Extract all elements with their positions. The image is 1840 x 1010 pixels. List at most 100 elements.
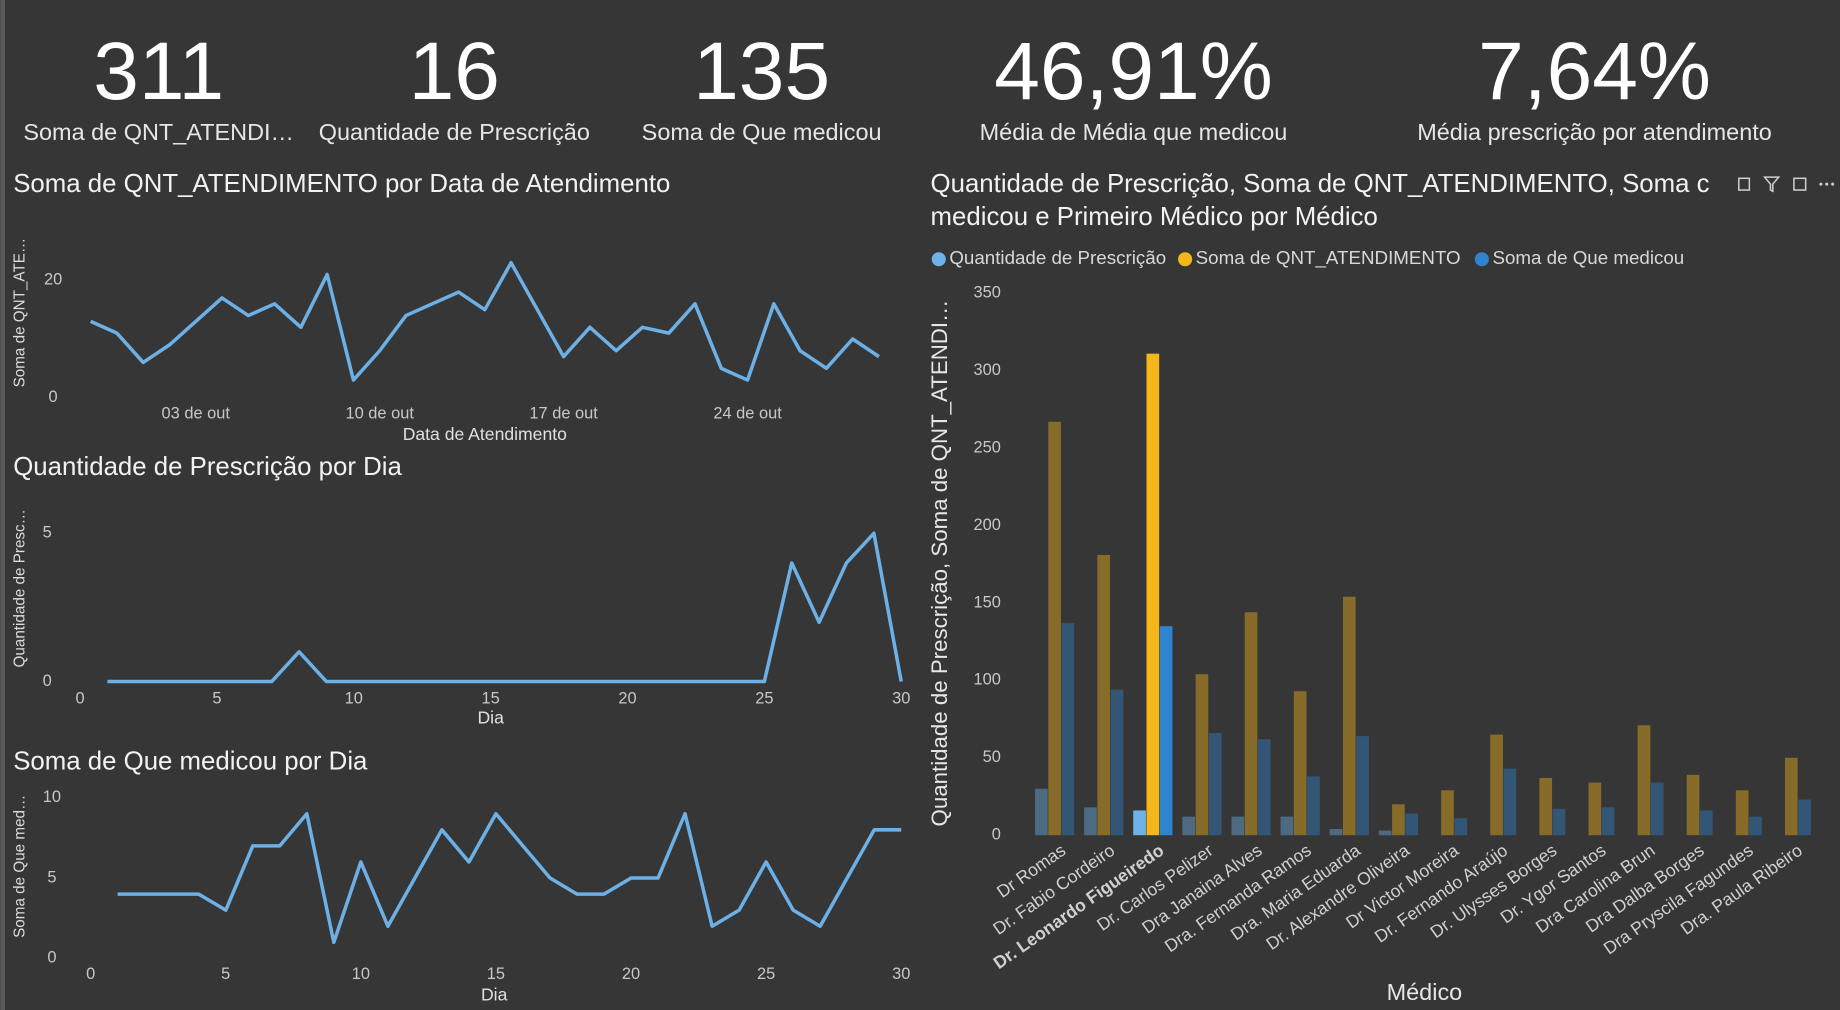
x-tick-label: 5 <box>212 689 221 707</box>
card-value: 46,91% <box>994 26 1272 117</box>
bar <box>1392 804 1405 836</box>
y-tick-label: 50 <box>983 748 1001 766</box>
x-tick-label: 5 <box>221 965 230 983</box>
bar <box>1159 626 1173 836</box>
bar <box>1454 818 1468 836</box>
y-axis-title: Quantidade de Prescrição, Soma de QNT_AT… <box>927 300 952 827</box>
card-label: Soma de QNT_ATENDI… <box>23 119 294 145</box>
legend-label: Soma de QNT_ATENDIMENTO <box>1196 247 1461 269</box>
card-value: 16 <box>409 26 500 117</box>
y-axis-title: Soma de Que med… <box>11 795 28 938</box>
x-tick-label: 17 de out <box>529 404 598 422</box>
left-edge <box>0 0 6 1010</box>
bar <box>1035 788 1048 836</box>
legend-swatch <box>1178 252 1193 267</box>
bar <box>1405 813 1418 836</box>
bar <box>1244 612 1258 836</box>
data-line <box>89 261 880 382</box>
x-axis-title: Dia <box>477 708 504 728</box>
bar <box>1441 790 1454 836</box>
bar <box>1097 554 1111 836</box>
x-tick-label: 0 <box>86 965 95 983</box>
data-line <box>117 811 902 945</box>
y-tick-label: 20 <box>44 271 62 289</box>
chart-title: Quantidade de Prescrição, Soma de QNT_AT… <box>931 170 1710 198</box>
bar <box>1061 623 1075 836</box>
y-tick-label: 5 <box>47 868 56 886</box>
bar <box>1798 799 1811 836</box>
bar <box>1293 691 1307 836</box>
focus-icon[interactable] <box>1793 177 1807 191</box>
y-tick-label: 5 <box>43 524 52 542</box>
bar <box>1784 757 1798 836</box>
bar <box>1637 725 1651 836</box>
bar <box>1182 816 1196 836</box>
bar <box>1146 353 1160 836</box>
bar <box>1231 816 1245 836</box>
bar <box>1588 782 1602 836</box>
y-tick-label: 10 <box>43 788 61 806</box>
data-line <box>107 531 903 684</box>
bar <box>1208 733 1222 836</box>
bar <box>1048 421 1061 836</box>
legend-swatch <box>931 252 946 267</box>
x-axis-title: Dia <box>481 985 508 1005</box>
y-axis-title: Soma de QNT_ATE… <box>11 238 28 388</box>
card-label: Soma de Que medicou <box>642 119 882 145</box>
bar <box>1280 816 1294 836</box>
x-tick-label: 30 <box>892 965 910 983</box>
chart-title: Quantidade de Prescrição por Dia <box>13 453 402 481</box>
card-value: 135 <box>693 26 830 117</box>
x-tick-label: 20 <box>618 689 636 707</box>
bar <box>1552 808 1566 836</box>
bar <box>1378 830 1392 836</box>
bar <box>1195 674 1209 836</box>
bar <box>1686 774 1700 836</box>
y-tick-label: 150 <box>974 593 1001 611</box>
copy-icon[interactable] <box>1738 177 1751 191</box>
y-tick-label: 250 <box>974 438 1001 456</box>
chart-title: Soma de QNT_ATENDIMENTO por Data de Aten… <box>13 170 670 198</box>
bar <box>1257 739 1271 836</box>
bar <box>1749 816 1762 836</box>
more-icon[interactable] <box>1819 182 1835 186</box>
x-tick-label: 03 de out <box>162 404 231 422</box>
bar <box>1539 777 1553 836</box>
visual-icons[interactable] <box>1738 176 1835 193</box>
card-label: Quantidade de Prescrição <box>319 119 590 145</box>
legend-swatch <box>1474 252 1489 267</box>
y-tick-label: 0 <box>49 388 58 406</box>
bar <box>1503 768 1517 836</box>
chart-title: medicou e Primeiro Médico por Médico <box>931 203 1378 231</box>
y-tick-label: 0 <box>47 949 56 967</box>
card-value: 311 <box>93 26 224 117</box>
x-tick-label: 15 <box>482 689 500 707</box>
bar <box>1133 810 1146 836</box>
x-tick-label: 15 <box>487 965 505 983</box>
x-tick-label: 10 <box>352 965 370 983</box>
bar <box>1356 736 1369 836</box>
bar <box>1110 689 1124 836</box>
x-tick-label: 0 <box>76 689 85 707</box>
bar <box>1329 829 1343 836</box>
card-label: Média prescrição por atendimento <box>1417 119 1772 145</box>
y-tick-label: 0 <box>992 826 1001 844</box>
y-tick-label: 100 <box>974 671 1001 689</box>
bar <box>1307 776 1320 836</box>
card-label: Média de Média que medicou <box>980 119 1288 145</box>
bar <box>1699 810 1713 836</box>
x-axis-title: Data de Atendimento <box>403 424 567 444</box>
x-tick-label: 24 de out <box>713 404 782 422</box>
bar <box>1650 782 1664 836</box>
x-tick-label: 10 de out <box>345 404 414 422</box>
y-tick-label: 0 <box>43 672 52 690</box>
bar <box>1084 807 1097 836</box>
filter-icon[interactable] <box>1762 176 1781 193</box>
legend-label: Quantidade de Prescrição <box>949 247 1166 268</box>
y-axis-title: Quantidade de Presc… <box>11 509 28 667</box>
bar <box>1601 807 1615 836</box>
x-tick-label: 10 <box>345 689 363 707</box>
x-tick-label: 20 <box>622 965 640 983</box>
